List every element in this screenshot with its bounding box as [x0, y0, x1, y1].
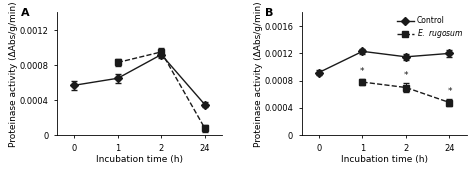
- Text: *: *: [404, 71, 408, 80]
- X-axis label: Incubation time (h): Incubation time (h): [96, 155, 183, 164]
- X-axis label: Incubation time (h): Incubation time (h): [341, 155, 428, 164]
- Text: *: *: [360, 67, 365, 76]
- Text: A: A: [20, 7, 29, 18]
- Y-axis label: Proteinase activity (ΔAbs/g/min): Proteinase activity (ΔAbs/g/min): [9, 1, 18, 147]
- Text: *: *: [447, 87, 452, 96]
- Text: B: B: [265, 7, 273, 18]
- Legend: Control, $\it{E.\ rugosum}$: Control, $\it{E.\ rugosum}$: [395, 15, 465, 42]
- Y-axis label: Proteinase activity (ΔAbs/g/min): Proteinase activity (ΔAbs/g/min): [254, 1, 263, 147]
